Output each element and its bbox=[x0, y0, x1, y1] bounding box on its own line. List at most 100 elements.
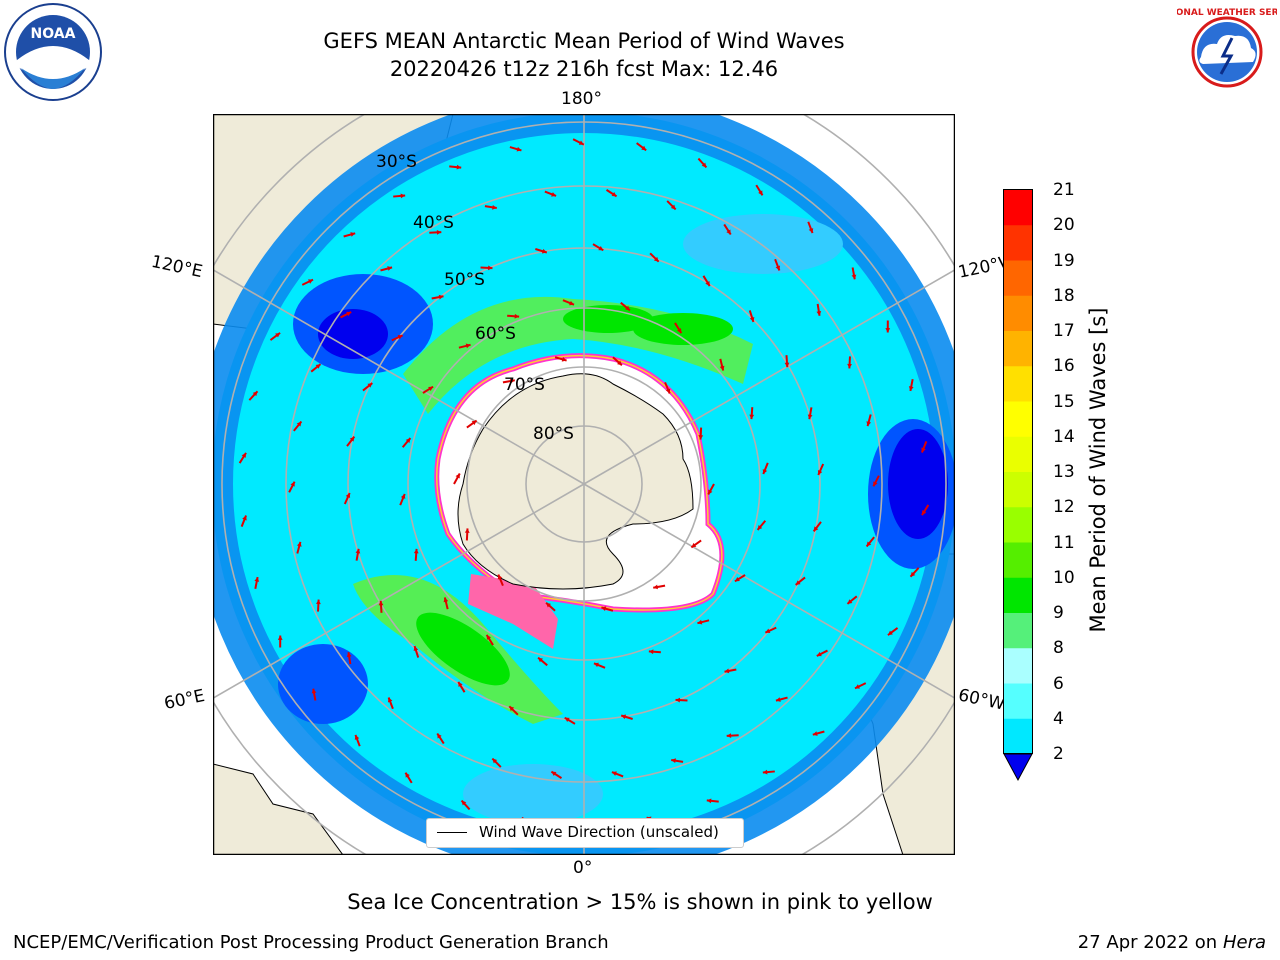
wind-arrow-head bbox=[921, 510, 927, 516]
wind-arrow-head bbox=[775, 265, 781, 271]
wind-arrow-head bbox=[866, 541, 872, 547]
wind-arrow-head bbox=[355, 548, 361, 554]
wind-arrow-head bbox=[724, 668, 730, 674]
wind-arrow-head bbox=[847, 599, 853, 604]
wind-arrow-head bbox=[816, 311, 822, 316]
wind-arrow-head bbox=[564, 717, 570, 722]
sea-ice-patch bbox=[468, 574, 558, 649]
wind-arrow-head bbox=[354, 734, 360, 740]
colorbar-tick-label: 16 bbox=[1053, 356, 1075, 377]
wind-arrow-head bbox=[671, 758, 676, 764]
wind-arrow-head bbox=[578, 140, 584, 145]
wind-arrow-head bbox=[400, 193, 406, 199]
colorbar-segment bbox=[1004, 472, 1032, 508]
wind-arrow-head bbox=[455, 473, 460, 479]
colorbar-segment bbox=[1004, 577, 1032, 614]
wind-arrow-head bbox=[885, 328, 891, 333]
wind-arrow-head bbox=[345, 493, 351, 498]
wind-arrow-head bbox=[308, 279, 314, 284]
wind-arrow-head bbox=[726, 733, 732, 738]
colorbar-tick-label: 14 bbox=[1053, 426, 1075, 447]
colorbar-tick-label: 15 bbox=[1053, 391, 1075, 412]
lat-label-60s: 60°S bbox=[475, 324, 516, 344]
noaa-logo: NOAA bbox=[4, 3, 102, 101]
wind-arrow-head bbox=[807, 414, 813, 420]
wind-arrow-head bbox=[541, 248, 547, 254]
wind-arrow-head bbox=[471, 420, 477, 426]
wind-arrow-head bbox=[400, 493, 406, 499]
colorbar bbox=[1003, 189, 1033, 782]
wind-arrow-head bbox=[708, 489, 713, 495]
wind-arrow-head bbox=[458, 681, 463, 687]
wind-arrow-head bbox=[296, 541, 302, 547]
wind-arrow-head bbox=[497, 574, 503, 580]
map-legend: Wind Wave Direction (unscaled) bbox=[426, 818, 744, 848]
legend-line-swatch bbox=[437, 832, 467, 833]
colorbar-tick-label: 18 bbox=[1053, 285, 1075, 306]
wind-arrow-head bbox=[241, 452, 247, 458]
wind-arrow-head bbox=[538, 657, 543, 663]
colorbar-tick-label: 12 bbox=[1053, 497, 1075, 518]
wind-arrow-head bbox=[514, 313, 520, 319]
lat-label-70s: 70°S bbox=[504, 375, 545, 395]
wind-arrow-head bbox=[734, 576, 740, 582]
wind-arrow-head bbox=[405, 772, 410, 778]
wind-arrow-head bbox=[275, 332, 281, 338]
wind-arrow-head bbox=[910, 571, 916, 577]
wind-arrow-head bbox=[367, 383, 373, 388]
wind-arrow-head bbox=[437, 733, 442, 739]
wind-arrow-head bbox=[311, 688, 317, 694]
wind-arrow-head bbox=[464, 528, 470, 533]
wind-arrow-head bbox=[854, 684, 860, 689]
wind-arrow-head bbox=[242, 515, 247, 521]
wind-arrow-head bbox=[516, 146, 522, 152]
wind-arrow-head bbox=[812, 731, 818, 736]
wind-arrow-head bbox=[921, 447, 926, 453]
antarctica-landmass bbox=[457, 373, 694, 590]
date-footer: 27 Apr 2022 on Hera bbox=[1078, 932, 1266, 953]
wind-arrow-head bbox=[315, 364, 321, 369]
wind-arrow-head bbox=[492, 758, 498, 764]
wind-arrow-head bbox=[762, 769, 768, 775]
colorbar-tick-label: 8 bbox=[1053, 638, 1064, 659]
colorbar-segment bbox=[1004, 436, 1032, 473]
legend-label: Wind Wave Direction (unscaled) bbox=[479, 823, 719, 841]
wind-arrow-head bbox=[509, 706, 515, 712]
colorbar-segment bbox=[1004, 683, 1032, 720]
wind-arrow-head bbox=[762, 469, 768, 475]
colorbar-tick-label: 13 bbox=[1053, 462, 1075, 482]
wind-arrow-head bbox=[625, 305, 630, 311]
date-text: 27 Apr 2022 on bbox=[1077, 932, 1223, 953]
wind-arrow-head bbox=[617, 360, 622, 366]
wind-arrow-head bbox=[784, 362, 790, 368]
sea-ice-note: Sea Ice Concentration > 15% is shown in … bbox=[347, 890, 933, 914]
colorbar-tick-label: 10 bbox=[1053, 567, 1075, 588]
colorbar-segment bbox=[1004, 331, 1032, 367]
wind-arrow-head bbox=[510, 378, 515, 384]
wind-arrow-head bbox=[349, 436, 355, 442]
colorbar-tick-label: 4 bbox=[1053, 708, 1064, 729]
wind-arrow-head bbox=[757, 525, 763, 530]
colorbar-segment bbox=[1004, 295, 1032, 332]
lat-label-50s: 50°S bbox=[444, 270, 485, 290]
wind-arrow-head bbox=[387, 266, 393, 271]
wind-arrow-head bbox=[397, 335, 403, 340]
wind-arrow-head bbox=[254, 577, 260, 582]
wind-arrow-head bbox=[413, 646, 419, 652]
wind-arrow-head bbox=[765, 628, 771, 633]
wind-arrow-head bbox=[405, 438, 411, 443]
lon-label-60w: 60°W bbox=[956, 685, 1007, 715]
wind-arrow-head bbox=[436, 230, 442, 235]
wind-arrow-head bbox=[670, 204, 676, 210]
wind-arrow-head bbox=[546, 602, 551, 608]
wind-arrow-head bbox=[808, 228, 814, 234]
colorbar-tick-label: 9 bbox=[1053, 603, 1064, 623]
wind-arrow-head bbox=[443, 597, 449, 603]
colorbar-segment bbox=[1004, 260, 1032, 297]
noaa-logo-text: NOAA bbox=[31, 26, 76, 42]
wind-arrow-head bbox=[569, 300, 575, 306]
wind-arrow-head bbox=[611, 771, 617, 776]
wind-arrow-head bbox=[676, 328, 682, 334]
wind-arrow-head bbox=[456, 164, 462, 170]
wind-arrow-head bbox=[551, 192, 557, 197]
